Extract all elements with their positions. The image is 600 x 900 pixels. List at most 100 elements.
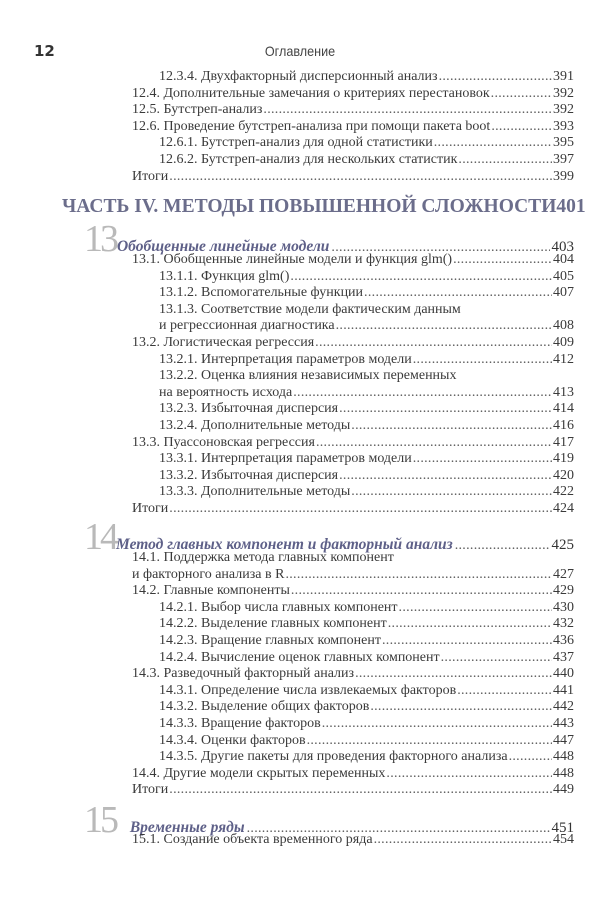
toc-entry-page: 424 [553, 500, 574, 516]
toc-entry-title: 13.3.2. Избыточная дисперсия [159, 467, 339, 483]
toc-entry[interactable]: 12.6.2. Бутстреп-анализ для нескольких с… [0, 152, 574, 169]
toc-entry-title: 13.1. Обобщенные линейные модели и функц… [132, 252, 453, 267]
toc-entry[interactable]: 14.3. Разведочный факторный анализ 440 [0, 666, 574, 683]
toc-entry[interactable]: 13.2.4. Дополнительные методы 416 [0, 418, 574, 435]
toc-entry-title: 13.1.1. Функция glm() [159, 268, 290, 284]
toc-entry[interactable]: 13.3.1. Интерпретация параметров модели 4… [0, 451, 574, 468]
toc-entry[interactable]: 13.3.3. Дополнительные методы 422 [0, 484, 574, 501]
toc-entry-title: 14.1. Поддержка метода главных компонент [132, 550, 394, 565]
toc-entry[interactable]: 14.1. Поддержка метода главных компонент [0, 550, 574, 567]
toc-entry-page: 437 [553, 649, 574, 665]
toc-entry-title: 13.1.2. Вспомогательные функции [159, 285, 364, 301]
chapter-number: 15 [84, 799, 119, 841]
toc-entry-title: 14.4. Другие модели скрытых переменных [132, 765, 386, 781]
chapter-heading-15[interactable]: 15 Временные ряды 451 [84, 799, 574, 841]
dot-leader [458, 152, 552, 169]
toc-entry[interactable]: 14.4. Другие модели скрытых переменных 44… [0, 766, 574, 783]
chapter-heading-14[interactable]: 14 Метод главных компонент и факторный а… [84, 518, 575, 556]
toc-entry[interactable]: 13.2.1. Интерпретация параметров модели 4… [0, 352, 574, 369]
toc-entry-title: 12.4. Дополнительные замечания о критери… [132, 85, 490, 101]
toc-entry-title: 14.2.1. Выбор числа главных компонент [159, 599, 398, 615]
toc-entry-title: 12.5. Бутстреп-анализ [132, 102, 263, 118]
toc-entry-title: 13.1.3. Соответствие модели фактическим … [159, 301, 461, 317]
dot-leader [285, 567, 552, 584]
toc-entry-page: 422 [553, 484, 574, 500]
toc-entry[interactable]: 14.3.2. Выделение общих факторов 442 [0, 699, 574, 716]
toc-entry-title: 14.3.3. Вращение факторов [159, 715, 321, 731]
toc-entry[interactable]: 12.4. Дополнительные замечания о критери… [0, 86, 574, 103]
toc-entry[interactable]: 13.3.2. Избыточная дисперсия 420 [0, 468, 574, 485]
dot-leader [169, 169, 552, 186]
toc-entry-title: 13.2. Логистическая регрессия [132, 334, 315, 350]
dot-leader [439, 69, 552, 86]
toc-entry[interactable]: 14.2. Главные компоненты 429 [0, 583, 574, 600]
toc-entry-continuation[interactable]: на вероятность исхода 413 [0, 385, 574, 402]
toc-entry-page: 407 [553, 285, 574, 301]
toc-entry[interactable]: 13.1.2. Вспомогательные функции 407 [0, 285, 574, 302]
toc-entry-title: 13.3.3. Дополнительные методы [159, 484, 351, 500]
toc-entry[interactable]: 13.2. Логистическая регрессия 409 [0, 335, 574, 352]
toc-entry-title: и факторного анализа в R [132, 566, 285, 582]
toc-entry[interactable]: 13.1.1. Функция glm() 405 [0, 269, 574, 286]
toc-entry[interactable]: Итоги 449 [0, 782, 574, 799]
toc-entry-page: 454 [553, 832, 574, 847]
dot-leader [169, 501, 552, 518]
running-title: Оглавление [264, 43, 336, 59]
dot-leader [307, 733, 552, 750]
chapter-title: Метод главных компонент и факторный анал… [116, 536, 453, 553]
toc-entry-page: 448 [553, 765, 574, 781]
dot-leader [364, 285, 552, 302]
toc-entry[interactable]: 13.2.3. Избыточная дисперсия 414 [0, 401, 574, 418]
dot-leader [374, 832, 552, 849]
toc-entry-title: 12.3.4. Двухфакторный дисперсионный анал… [159, 69, 438, 84]
toc-entry[interactable]: 14.2.2. Выделение главных компонент 432 [0, 616, 574, 633]
toc-entry-title: 14.3.4. Оценки факторов [159, 732, 306, 748]
chapter-page: 403 [551, 239, 575, 255]
toc-entry-page: 413 [553, 384, 574, 400]
dot-leader [491, 86, 552, 103]
toc-entry[interactable]: Итоги 399 [0, 169, 574, 186]
dot-leader [441, 650, 552, 667]
toc-entry-title: 14.2. Главные компоненты [132, 583, 290, 599]
toc-entry[interactable]: 14.3.5. Другие пакеты для проведения фак… [0, 749, 574, 766]
toc-entry-page: 412 [553, 351, 574, 367]
toc-entry[interactable]: 12.5. Бутстреп-анализ 392 [0, 102, 574, 119]
dot-leader [355, 666, 552, 683]
toc-entry-title: 12.6.1. Бутстреп-анализ для одной статис… [159, 135, 433, 151]
toc-entry-page: 408 [553, 318, 574, 334]
part-heading[interactable]: ЧАСТЬ IV. МЕТОДЫ ПОВЫШЕННОЙ СЛОЖНОСТИ 40… [62, 196, 586, 218]
toc-entry-title: 14.2.3. Вращение главных компонент [159, 632, 381, 648]
toc-entry[interactable]: 13.3. Пуассоновская регрессия 417 [0, 435, 574, 452]
toc-entry-page: 447 [553, 732, 574, 748]
toc-entry[interactable]: 14.2.3. Вращение главных компонент 436 [0, 633, 574, 650]
toc-entry-title: 13.3.1. Интерпретация параметров модели [159, 451, 412, 467]
toc-entry[interactable]: 12.3.4. Двухфакторный дисперсионный анал… [0, 69, 574, 86]
chapter-number: 13 [84, 218, 119, 260]
chapter-heading-13[interactable]: 13 Обобщенные линейные модели 403 [84, 218, 575, 260]
toc-entry[interactable]: 15.1. Создание объекта временного ряда 45… [0, 832, 574, 849]
toc-entry[interactable]: 14.3.3. Вращение факторов 443 [0, 716, 574, 733]
toc-entry[interactable]: Итоги 424 [0, 501, 574, 518]
chapter-page: 425 [551, 537, 575, 553]
toc-entry-continuation[interactable]: и регрессионная диагностика 408 [0, 318, 574, 335]
toc-entry[interactable]: 14.3.1. Определение числа извлекаемых фа… [0, 683, 574, 700]
toc-entry[interactable]: 13.2.2. Оценка влияния независимых перем… [0, 368, 574, 385]
toc-entry[interactable]: 14.2.1. Выбор числа главных компонент 430 [0, 600, 574, 617]
toc-entry[interactable]: 13.1.3. Соответствие модели фактическим … [0, 302, 574, 319]
toc-entry[interactable]: 14.2.4. Вычисление оценок главных компон… [0, 650, 574, 667]
part-title: ЧАСТЬ IV. МЕТОДЫ ПОВЫШЕННОЙ СЛОЖНОСТИ [62, 196, 557, 217]
dot-leader [293, 385, 552, 402]
toc-entry[interactable]: 13.1. Обобщенные линейные модели и функц… [0, 252, 574, 269]
toc-entry-page: 392 [553, 102, 574, 118]
toc-entry[interactable]: 12.6.1. Бутстреп-анализ для одной статис… [0, 135, 574, 152]
toc-entry-title: 13.2.4. Дополнительные методы [159, 417, 351, 433]
toc-entry-title: Итоги [132, 782, 169, 798]
toc-entry[interactable]: 14.3.4. Оценки факторов 447 [0, 733, 574, 750]
toc-entry-continuation[interactable]: и факторного анализа в R 427 [0, 567, 574, 584]
toc-entry-page: 397 [553, 151, 574, 167]
toc-entry-page: 429 [553, 583, 574, 599]
toc-block-chapter-14: 14.1. Поддержка метода главных компонент… [0, 550, 574, 799]
toc-entry[interactable]: 12.6. Проведение бутстреп-анализа при по… [0, 119, 574, 136]
toc-entry-title: 13.3. Пуассоновская регрессия [132, 434, 315, 450]
dot-leader [336, 318, 552, 335]
